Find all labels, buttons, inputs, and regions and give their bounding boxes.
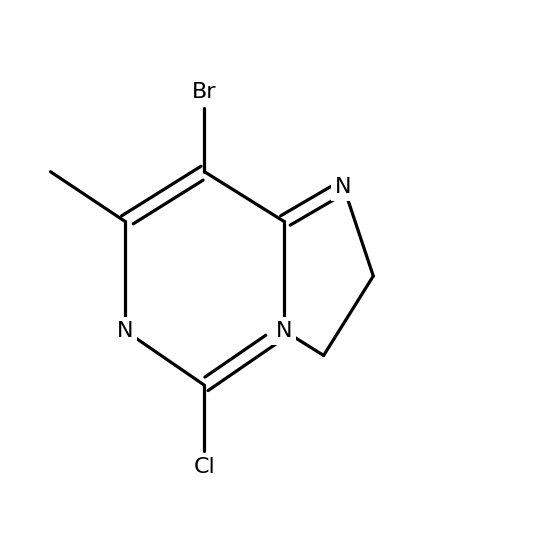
Text: N: N bbox=[335, 177, 352, 197]
Text: Cl: Cl bbox=[194, 457, 215, 477]
Text: N: N bbox=[117, 321, 133, 341]
Text: N: N bbox=[275, 321, 292, 341]
Text: Br: Br bbox=[192, 82, 217, 102]
